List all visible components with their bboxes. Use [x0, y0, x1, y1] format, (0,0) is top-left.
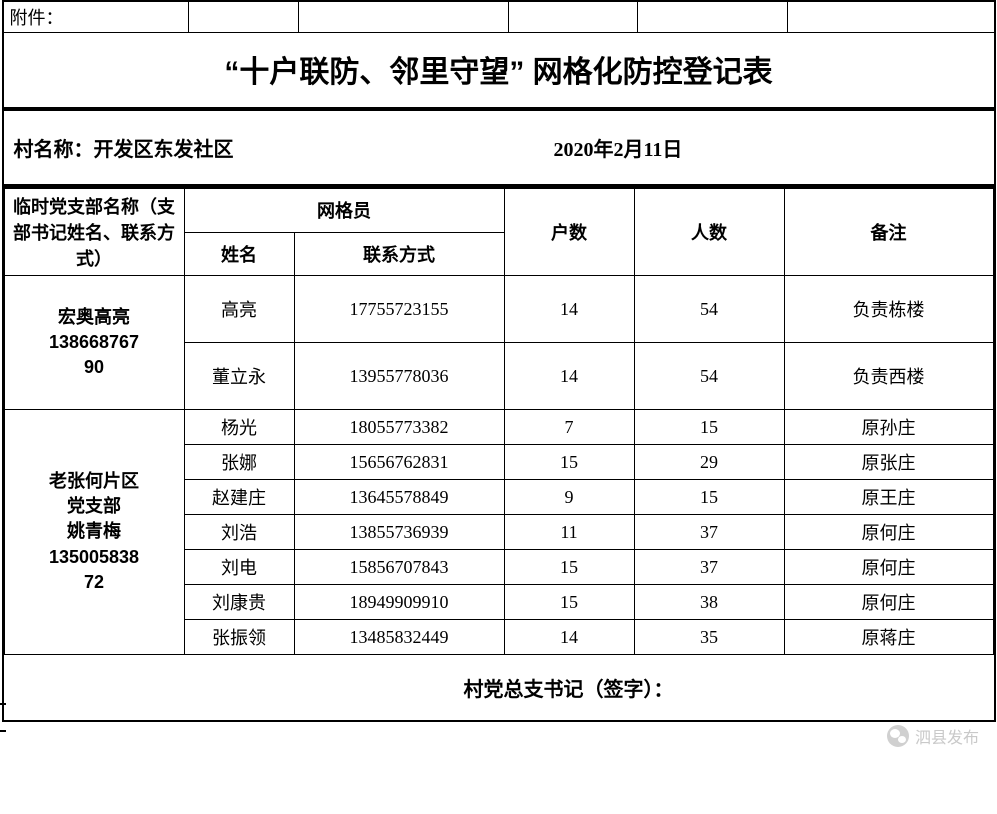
cell-contact: 13955778036 [294, 343, 504, 410]
cell-contact: 15656762831 [294, 445, 504, 480]
cell-contact: 18055773382 [294, 410, 504, 445]
ruler-tick-1 [0, 703, 6, 705]
cell-ren: 54 [634, 276, 784, 343]
cell-contact: 13645578849 [294, 480, 504, 515]
cell-note: 负责栋楼 [784, 276, 993, 343]
cell-ren: 37 [634, 550, 784, 585]
cell-contact: 18949909910 [294, 585, 504, 620]
cell-note: 原何庄 [784, 585, 993, 620]
cell-note: 原蒋庄 [784, 620, 993, 655]
village-name: 开发区东发社区 [94, 139, 234, 161]
document-title: “十户联防、邻里守望” 网格化防控登记表 [4, 33, 994, 111]
header-households: 户数 [504, 189, 634, 276]
branch-cell: 老张何片区党支部姚青梅13500583872 [4, 410, 184, 655]
cell-contact: 13855736939 [294, 515, 504, 550]
watermark-text: 泗县发布 [915, 724, 979, 748]
top-cell-3 [299, 2, 509, 32]
cell-ren: 15 [634, 480, 784, 515]
cell-note: 原何庄 [784, 550, 993, 585]
cell-name: 高亮 [184, 276, 294, 343]
cell-name: 赵建庄 [184, 480, 294, 515]
cell-hu: 14 [504, 343, 634, 410]
branch-cell: 宏奥高亮13866876790 [4, 276, 184, 410]
cell-ren: 15 [634, 410, 784, 445]
cell-name: 刘电 [184, 550, 294, 585]
cell-ren: 54 [634, 343, 784, 410]
top-cell-5 [638, 2, 788, 32]
cell-name: 刘康贵 [184, 585, 294, 620]
info-row: 村名称：开发区东发社区 2020年2月11日 [4, 111, 994, 188]
cell-name: 张振领 [184, 620, 294, 655]
cell-note: 原张庄 [784, 445, 993, 480]
cell-hu: 14 [504, 620, 634, 655]
cell-hu: 14 [504, 276, 634, 343]
header-note: 备注 [784, 189, 993, 276]
wechat-icon [887, 725, 909, 747]
signature-label: 村党总支书记（签字）： [4, 655, 994, 720]
cell-ren: 35 [634, 620, 784, 655]
cell-ren: 37 [634, 515, 784, 550]
cell-hu: 11 [504, 515, 634, 550]
cell-name: 杨光 [184, 410, 294, 445]
table-row: 老张何片区党支部姚青梅13500583872杨光18055773382715原孙… [4, 410, 993, 445]
village-info: 村名称：开发区东发社区 [14, 133, 434, 162]
cell-contact: 13485832449 [294, 620, 504, 655]
cell-hu: 9 [504, 480, 634, 515]
attachment-label: 附件： [4, 2, 189, 32]
cell-ren: 29 [634, 445, 784, 480]
cell-note: 原何庄 [784, 515, 993, 550]
village-label: 村名称： [14, 139, 94, 161]
cell-ren: 38 [634, 585, 784, 620]
cell-note: 负责西楼 [784, 343, 993, 410]
cell-name: 董立永 [184, 343, 294, 410]
cell-name: 张娜 [184, 445, 294, 480]
cell-note: 原王庄 [784, 480, 993, 515]
cell-contact: 15856707843 [294, 550, 504, 585]
top-cell-2 [189, 2, 299, 32]
cell-hu: 15 [504, 550, 634, 585]
header-branch: 临时党支部名称（支部书记姓名、联系方式） [4, 189, 184, 276]
cell-contact: 17755723155 [294, 276, 504, 343]
registration-table: 临时党支部名称（支部书记姓名、联系方式） 网格员 户数 人数 备注 姓名 联系方… [4, 188, 994, 655]
cell-name: 刘浩 [184, 515, 294, 550]
date-info: 2020年2月11日 [434, 133, 974, 162]
top-cell-4 [509, 2, 638, 32]
cell-hu: 15 [504, 445, 634, 480]
cell-hu: 7 [504, 410, 634, 445]
ruler-tick-2 [0, 730, 6, 732]
header-grid-member: 网格员 [184, 189, 504, 233]
cell-note: 原孙庄 [784, 410, 993, 445]
table-row: 宏奥高亮13866876790高亮177557231551454负责栋楼 [4, 276, 993, 343]
table-header-row-1: 临时党支部名称（支部书记姓名、联系方式） 网格员 户数 人数 备注 [4, 189, 993, 233]
header-name: 姓名 [184, 232, 294, 276]
header-contact: 联系方式 [294, 232, 504, 276]
watermark: 泗县发布 [887, 724, 979, 748]
top-header-row: 附件： [4, 2, 994, 33]
top-cell-6 [788, 2, 994, 32]
document-page: 附件： “十户联防、邻里守望” 网格化防控登记表 村名称：开发区东发社区 202… [2, 0, 996, 722]
cell-hu: 15 [504, 585, 634, 620]
header-people: 人数 [634, 189, 784, 276]
